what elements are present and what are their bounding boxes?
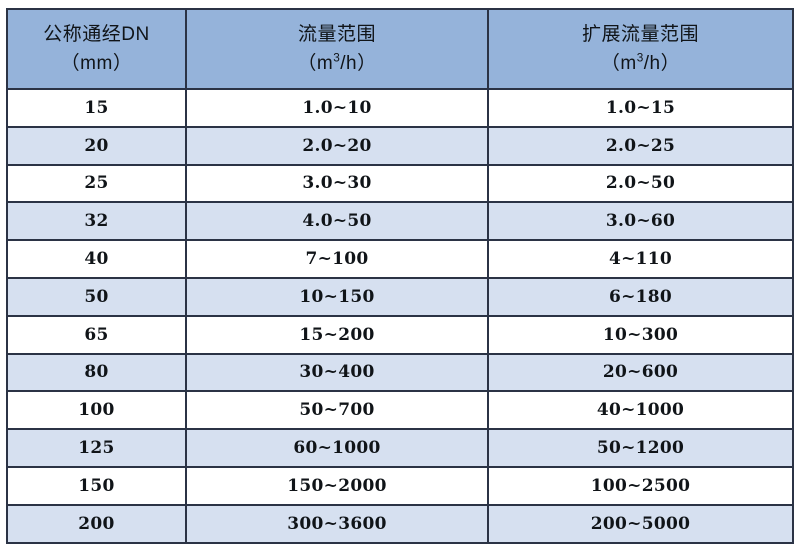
cell-extended-flow-range: 10~300 xyxy=(487,314,794,355)
unit-prefix: （m xyxy=(600,53,637,74)
table-row: 200 300~3600 200~5000 xyxy=(6,503,794,544)
cell-nominal-diameter: 32 xyxy=(6,201,187,242)
column-header-nominal-diameter: 公称通经DN （mm） xyxy=(6,8,187,90)
cell-flow-range: 2.0~20 xyxy=(185,125,489,166)
cell-nominal-diameter: 15 xyxy=(6,88,187,128)
column-header-nominal-diameter-unit: （mm） xyxy=(60,53,133,74)
cell-flow-range: 300~3600 xyxy=(185,503,489,544)
cell-extended-flow-range: 2.0~50 xyxy=(487,163,794,204)
cell-nominal-diameter: 40 xyxy=(6,239,187,279)
column-header-extended-flow-range: 扩展流量范围 （m3/h） xyxy=(487,8,794,90)
table-row: 15 1.0~10 1.0~15 xyxy=(6,88,794,128)
cell-extended-flow-range: 1.0~15 xyxy=(487,88,794,128)
cell-nominal-diameter: 125 xyxy=(6,428,187,468)
cell-flow-range: 30~400 xyxy=(185,352,489,393)
table-row: 50 10~150 6~180 xyxy=(6,276,794,317)
header-row: 公称通经DN （mm） 流量范围 （m3/h） 扩展流量范围 （m3/h） xyxy=(6,8,794,90)
cell-nominal-diameter: 150 xyxy=(6,465,187,506)
table-row: 20 2.0~20 2.0~25 xyxy=(6,125,794,166)
unit-prefix: （m xyxy=(297,53,334,74)
flow-range-specification-table: 公称通经DN （mm） 流量范围 （m3/h） 扩展流量范围 （m3/h） 15… xyxy=(6,8,794,544)
cell-nominal-diameter: 80 xyxy=(6,352,187,393)
cell-nominal-diameter: 200 xyxy=(6,503,187,544)
table-row: 100 50~700 40~1000 xyxy=(6,390,794,431)
cell-flow-range: 4.0~50 xyxy=(185,201,489,242)
cell-extended-flow-range: 4~110 xyxy=(487,239,794,279)
column-header-nominal-diameter-title: 公称通经DN xyxy=(43,23,150,45)
column-header-flow-range-title: 流量范围 xyxy=(297,23,376,45)
table-row: 65 15~200 10~300 xyxy=(6,314,794,355)
table-row: 32 4.0~50 3.0~60 xyxy=(6,201,794,242)
cell-flow-range: 15~200 xyxy=(185,314,489,355)
table-body: 15 1.0~10 1.0~15 20 2.0~20 2.0~25 25 3.0~30 2.0~… xyxy=(6,88,794,544)
column-header-extended-flow-range-unit: （m3/h） xyxy=(489,49,792,78)
cell-flow-range: 10~150 xyxy=(185,276,489,317)
cell-flow-range: 60~1000 xyxy=(185,428,489,468)
cell-extended-flow-range: 2.0~25 xyxy=(487,125,794,166)
unit-suffix: /h） xyxy=(340,53,377,74)
column-header-flow-range-unit: （m3/h） xyxy=(187,49,487,78)
table-row: 125 60~1000 50~1200 xyxy=(6,428,794,468)
cell-extended-flow-range: 3.0~60 xyxy=(487,201,794,242)
unit-superscript: 3 xyxy=(636,51,644,65)
cell-extended-flow-range: 6~180 xyxy=(487,276,794,317)
cell-nominal-diameter: 100 xyxy=(6,390,187,431)
table-row: 25 3.0~30 2.0~50 xyxy=(6,163,794,204)
cell-nominal-diameter: 50 xyxy=(6,276,187,317)
column-header-flow-range: 流量范围 （m3/h） xyxy=(185,8,489,90)
table-row: 150 150~2000 100~2500 xyxy=(6,465,794,506)
unit-superscript: 3 xyxy=(333,51,341,65)
column-header-extended-flow-range-title: 扩展流量范围 xyxy=(581,23,699,45)
table-row: 40 7~100 4~110 xyxy=(6,239,794,279)
page-root: 公称通经DN （mm） 流量范围 （m3/h） 扩展流量范围 （m3/h） 15… xyxy=(6,8,794,544)
cell-extended-flow-range: 40~1000 xyxy=(487,390,794,431)
cell-nominal-diameter: 25 xyxy=(6,163,187,204)
cell-extended-flow-range: 200~5000 xyxy=(487,503,794,544)
cell-flow-range: 3.0~30 xyxy=(185,163,489,204)
cell-flow-range: 150~2000 xyxy=(185,465,489,506)
unit-suffix: /h） xyxy=(643,53,681,74)
cell-flow-range: 50~700 xyxy=(185,390,489,431)
cell-extended-flow-range: 50~1200 xyxy=(487,428,794,468)
cell-flow-range: 1.0~10 xyxy=(185,88,489,128)
table-header: 公称通经DN （mm） 流量范围 （m3/h） 扩展流量范围 （m3/h） xyxy=(6,8,794,90)
table-row: 80 30~400 20~600 xyxy=(6,352,794,393)
cell-extended-flow-range: 100~2500 xyxy=(487,465,794,506)
cell-nominal-diameter: 65 xyxy=(6,314,187,355)
cell-nominal-diameter: 20 xyxy=(6,125,187,166)
cell-extended-flow-range: 20~600 xyxy=(487,352,794,393)
cell-flow-range: 7~100 xyxy=(185,239,489,279)
